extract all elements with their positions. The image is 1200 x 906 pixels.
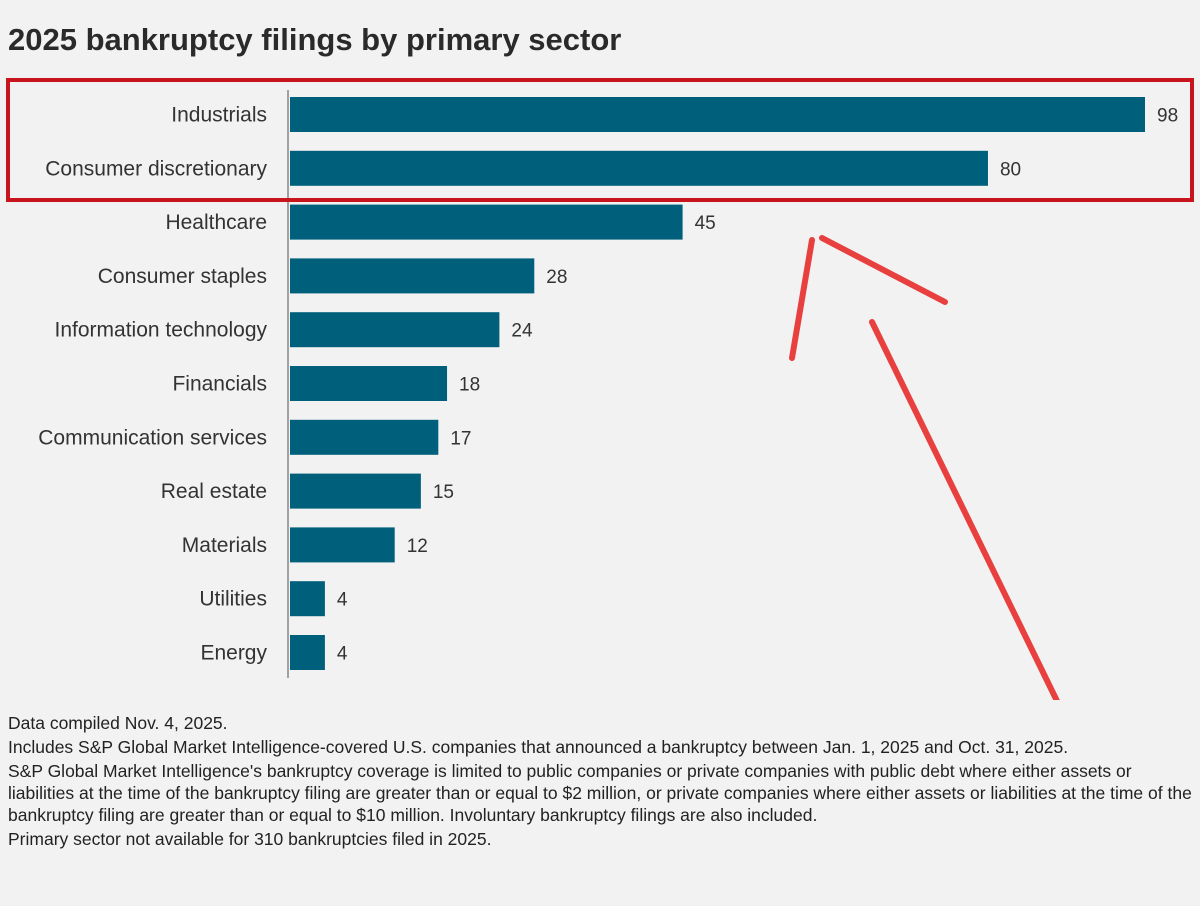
highlight-box [6, 78, 1194, 202]
footnote-date: Data compiled Nov. 4, 2025. [8, 713, 228, 733]
bar-real-estate [290, 473, 421, 509]
category-label-consumer-staples: Consumer staples [98, 265, 267, 288]
value-label-materials: 12 [407, 536, 428, 557]
footnotes: Data compiled Nov. 4, 2025. Includes S&P… [8, 712, 1193, 852]
footnote-coverage-criteria: S&P Global Market Intelligence's bankrup… [8, 761, 1192, 825]
bar-consumer-discretionary [290, 150, 988, 186]
category-labels-group: Industrials Consumer discretionary Healthc… [38, 104, 267, 665]
value-label-communication-services: 17 [450, 428, 471, 449]
footnote-sector-missing: Primary sector not available for 310 ban… [8, 829, 492, 849]
bar-chart: Industrials Consumer discretionary Healthc… [6, 78, 1194, 700]
bar-energy [290, 635, 325, 670]
annotation-arrow [789, 235, 1060, 700]
value-labels-group: 98 80 45 28 24 18 17 15 12 4 4 [337, 106, 1178, 665]
chart-title: 2025 bankruptcy filings by primary secto… [8, 22, 622, 57]
bar-financials [290, 366, 448, 401]
category-label-communication-services: Communication services [38, 426, 267, 449]
bar-healthcare [290, 204, 683, 240]
value-label-consumer-staples: 28 [546, 267, 567, 288]
value-label-healthcare: 45 [695, 213, 716, 234]
bar-utilities [290, 581, 325, 617]
bar-materials [290, 527, 395, 563]
arrow-head-left [789, 237, 815, 361]
category-label-consumer-discretionary: Consumer discretionary [45, 157, 267, 180]
bar-information-technology [290, 312, 500, 348]
arrow-shaft [869, 319, 1060, 700]
value-label-industrials: 98 [1157, 106, 1178, 127]
category-label-industrials: Industrials [171, 104, 267, 127]
bar-communication-services [290, 419, 439, 455]
category-label-real-estate: Real estate [161, 480, 267, 503]
footnote-coverage-period: Includes S&P Global Market Intelligence-… [8, 737, 1069, 757]
value-label-energy: 4 [337, 644, 348, 665]
value-label-real-estate: 15 [433, 482, 454, 503]
bar-industrials [290, 97, 1145, 132]
arrow-head-right [819, 235, 948, 305]
category-label-materials: Materials [182, 534, 267, 557]
category-label-healthcare: Healthcare [165, 211, 267, 234]
value-label-financials: 18 [459, 375, 480, 396]
category-label-information-technology: Information technology [55, 319, 268, 342]
value-label-consumer-discretionary: 80 [1000, 159, 1021, 180]
category-label-utilities: Utilities [199, 588, 267, 611]
value-label-information-technology: 24 [511, 321, 533, 342]
bar-consumer-staples [290, 258, 535, 294]
category-label-financials: Financials [172, 373, 267, 396]
category-label-energy: Energy [200, 642, 267, 665]
value-label-utilities: 4 [337, 590, 348, 611]
bars-group [290, 97, 1145, 670]
